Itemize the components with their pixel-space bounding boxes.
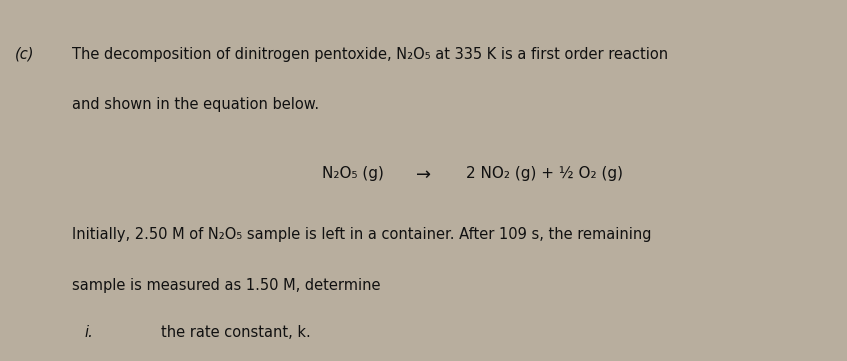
Text: Initially, 2.50 M of N₂O₅ sample is left in a container. After 109 s, the remain: Initially, 2.50 M of N₂O₅ sample is left…	[72, 227, 651, 243]
Text: sample is measured as 1.50 M, determine: sample is measured as 1.50 M, determine	[72, 278, 380, 293]
Text: the rate constant, k.: the rate constant, k.	[161, 325, 311, 340]
Text: and shown in the equation below.: and shown in the equation below.	[72, 97, 319, 113]
Text: (c): (c)	[15, 47, 35, 62]
Text: N₂O₅ (g): N₂O₅ (g)	[322, 166, 384, 181]
Text: →: →	[416, 166, 431, 184]
Text: 2 NO₂ (g) + ½ O₂ (g): 2 NO₂ (g) + ½ O₂ (g)	[466, 166, 623, 181]
Text: i.: i.	[85, 325, 93, 340]
Text: The decomposition of dinitrogen pentoxide, N₂O₅ at 335 K is a first order reacti: The decomposition of dinitrogen pentoxid…	[72, 47, 668, 62]
